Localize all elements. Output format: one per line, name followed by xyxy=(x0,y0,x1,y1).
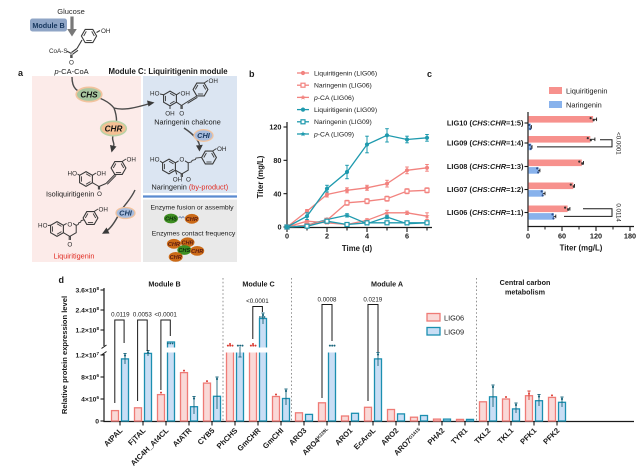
svg-text:CHR: CHR xyxy=(168,242,180,248)
svg-text:HO: HO xyxy=(150,91,160,98)
svg-text:Titer (mg/L): Titer (mg/L) xyxy=(560,244,603,253)
svg-text:2: 2 xyxy=(325,232,329,241)
svg-text:60: 60 xyxy=(558,232,566,241)
svg-text:CHR: CHR xyxy=(105,124,123,133)
svg-text:<0.0001: <0.0001 xyxy=(154,312,177,319)
svg-text:Enzyme fusion or assembly: Enzyme fusion or assembly xyxy=(150,205,234,212)
svg-text:CHI: CHI xyxy=(119,209,133,218)
svg-text:Liquiritigenin (LIG06): Liquiritigenin (LIG06) xyxy=(314,70,377,77)
svg-text:p-CA-CoA: p-CA-CoA xyxy=(54,67,89,76)
svg-text:d: d xyxy=(59,275,65,285)
svg-text:Naringenin (by-product): Naringenin (by-product) xyxy=(152,183,229,192)
svg-text:Relative protein expression le: Relative protein expression level xyxy=(60,296,69,414)
svg-text:HO: HO xyxy=(68,171,78,178)
svg-text:b: b xyxy=(249,69,255,79)
svg-text:180: 180 xyxy=(624,232,636,241)
svg-text:CHR: CHR xyxy=(170,255,182,261)
svg-text:LIG07 (CHS:CHR=1:2): LIG07 (CHS:CHR=1:2) xyxy=(447,185,524,194)
svg-text:OH: OH xyxy=(99,207,109,214)
svg-text:1.2×107: 1.2×107 xyxy=(75,351,99,359)
svg-text:O: O xyxy=(67,222,72,229)
svg-text:c: c xyxy=(427,69,432,79)
svg-text:OH: OH xyxy=(97,171,107,178)
svg-text:LIG10 (CHS:CHR=1:5): LIG10 (CHS:CHR=1:5) xyxy=(447,119,524,128)
svg-text:Module B: Module B xyxy=(32,21,64,30)
svg-text:LIG06 (CHS:CHR=1:1): LIG06 (CHS:CHR=1:1) xyxy=(447,208,524,217)
svg-text:<0.0001: <0.0001 xyxy=(615,132,622,155)
svg-text:Liquiritigenin: Liquiritigenin xyxy=(566,87,608,96)
svg-text:CHR: CHR xyxy=(191,249,203,255)
svg-text:metabolism: metabolism xyxy=(505,288,545,297)
svg-text:LIG09 (CHS:CHR=1:4): LIG09 (CHS:CHR=1:4) xyxy=(447,139,524,148)
svg-text:OH: OH xyxy=(101,28,111,35)
svg-text:Module A: Module A xyxy=(371,280,403,289)
svg-text:Titer (mg/L): Titer (mg/L) xyxy=(256,155,265,198)
svg-text:CHS: CHS xyxy=(80,90,98,99)
svg-text:4: 4 xyxy=(365,232,370,241)
svg-text:OH: OH xyxy=(127,157,137,164)
svg-text:120: 120 xyxy=(590,232,602,241)
svg-text:0: 0 xyxy=(285,232,289,241)
svg-text:Central carbon: Central carbon xyxy=(500,278,551,287)
svg-text:OH: OH xyxy=(181,91,191,98)
svg-text:OH: OH xyxy=(173,177,183,184)
svg-text:O: O xyxy=(179,111,184,118)
svg-text:Glucose: Glucose xyxy=(57,7,85,16)
svg-text:0.0114: 0.0114 xyxy=(615,203,622,222)
svg-text:1.2×108: 1.2×108 xyxy=(75,326,99,334)
svg-text:O: O xyxy=(69,60,74,67)
svg-text:0.0053: 0.0053 xyxy=(133,312,152,319)
svg-text:CHS: CHS xyxy=(178,248,190,254)
svg-text:Module B: Module B xyxy=(148,280,180,289)
svg-text:4×106: 4×106 xyxy=(81,395,99,403)
svg-text:Enzymes contact frequency: Enzymes contact frequency xyxy=(152,231,236,238)
svg-text:Isoliquiritigenin: Isoliquiritigenin xyxy=(46,190,94,199)
svg-text:Naringenin chalcone: Naringenin chalcone xyxy=(154,118,221,127)
svg-text:0.0119: 0.0119 xyxy=(111,312,130,319)
svg-text:Naringenin (LIG06): Naringenin (LIG06) xyxy=(314,83,372,90)
svg-text:OH: OH xyxy=(165,111,175,118)
svg-text:0.0219: 0.0219 xyxy=(363,297,382,304)
svg-text:HO: HO xyxy=(38,223,48,230)
svg-text:Time (d): Time (d) xyxy=(342,244,373,253)
svg-text:Liquiritigenin (LIG09): Liquiritigenin (LIG09) xyxy=(314,107,377,114)
svg-text:Module C: Module C xyxy=(242,280,274,289)
svg-text:LIG08 (CHS:CHR=1:3): LIG08 (CHS:CHR=1:3) xyxy=(447,162,524,171)
svg-text:O: O xyxy=(97,191,102,198)
svg-text:0: 0 xyxy=(277,223,281,232)
svg-text:LIG06: LIG06 xyxy=(444,314,464,323)
svg-text:<0.0001: <0.0001 xyxy=(246,298,269,305)
svg-text:p-CA (LIG09): p-CA (LIG09) xyxy=(313,131,354,138)
svg-text:CoA-S: CoA-S xyxy=(49,48,68,55)
svg-text:0.0008: 0.0008 xyxy=(318,297,337,304)
svg-text:LIG09: LIG09 xyxy=(444,328,464,337)
svg-text:O: O xyxy=(179,156,184,163)
svg-text:Naringenin: Naringenin xyxy=(566,101,602,110)
svg-text:CHR: CHR xyxy=(186,217,198,223)
svg-text:6: 6 xyxy=(405,232,409,241)
svg-text:Naringenin (LIG09): Naringenin (LIG09) xyxy=(314,119,372,126)
svg-text:a: a xyxy=(18,68,24,78)
svg-text:HO: HO xyxy=(150,157,160,164)
svg-text:p-CA (LIG06): p-CA (LIG06) xyxy=(313,95,354,102)
svg-text:0: 0 xyxy=(526,232,530,241)
svg-text:O: O xyxy=(186,177,191,184)
svg-text:Liquiritigenin: Liquiritigenin xyxy=(54,252,95,261)
svg-text:120: 120 xyxy=(269,123,281,132)
svg-text:3.6×108: 3.6×108 xyxy=(75,286,99,294)
svg-text:OH: OH xyxy=(209,78,219,85)
svg-text:OH: OH xyxy=(217,146,227,153)
svg-text:8×106: 8×106 xyxy=(81,373,99,381)
svg-text:0: 0 xyxy=(95,418,99,425)
svg-text:Module C: Liquiritigenin modul: Module C: Liquiritigenin module xyxy=(109,67,229,76)
svg-text:2.4×108: 2.4×108 xyxy=(75,306,99,314)
svg-text:CHS: CHS xyxy=(165,217,177,223)
svg-text:80: 80 xyxy=(273,156,281,165)
svg-text:40: 40 xyxy=(273,189,281,198)
svg-text:CHI: CHI xyxy=(197,131,211,140)
svg-text:CHR: CHR xyxy=(181,240,193,246)
svg-text:O: O xyxy=(67,242,72,249)
